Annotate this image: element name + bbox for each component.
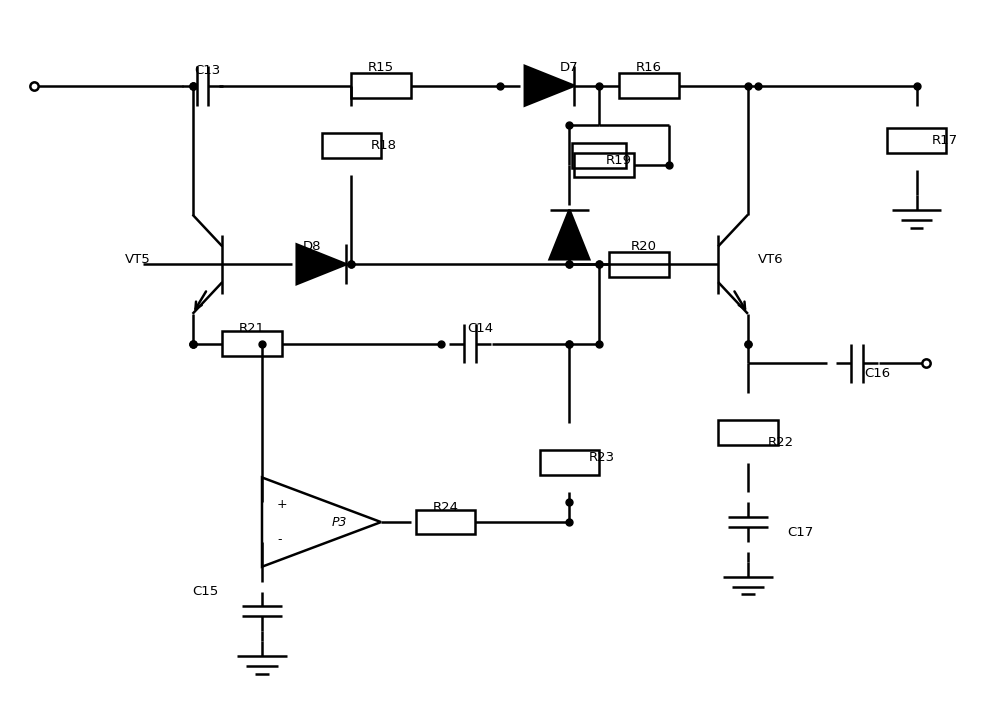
Bar: [887, 128, 946, 153]
Text: C16: C16: [864, 367, 890, 380]
Text: C14: C14: [467, 322, 493, 335]
Text: C17: C17: [788, 525, 814, 539]
Text: -: -: [277, 534, 281, 547]
Text: +: +: [277, 498, 288, 510]
Bar: [574, 153, 634, 177]
Text: R19: R19: [606, 153, 632, 167]
Polygon shape: [525, 66, 574, 105]
Text: R24: R24: [432, 501, 458, 514]
Text: R18: R18: [371, 139, 397, 152]
Bar: [416, 510, 475, 534]
Bar: [540, 450, 599, 475]
Bar: [222, 331, 282, 356]
Text: R16: R16: [636, 62, 662, 74]
Bar: [572, 143, 626, 168]
Text: VT5: VT5: [125, 253, 151, 266]
Text: R20: R20: [631, 240, 657, 253]
Text: D7: D7: [560, 62, 579, 74]
Bar: [609, 252, 669, 276]
Text: C13: C13: [194, 64, 221, 77]
Text: VT6: VT6: [758, 253, 783, 266]
Polygon shape: [550, 210, 589, 259]
Bar: [619, 74, 678, 98]
Polygon shape: [297, 245, 346, 284]
Text: R23: R23: [589, 451, 615, 464]
Bar: [322, 133, 381, 158]
Text: R21: R21: [239, 322, 265, 335]
Text: C15: C15: [193, 585, 219, 598]
Text: R17: R17: [931, 134, 958, 147]
Bar: [351, 74, 411, 98]
Text: R22: R22: [768, 436, 794, 449]
Text: R15: R15: [368, 62, 394, 74]
Bar: [718, 421, 778, 445]
Text: P3: P3: [331, 515, 347, 529]
Text: D8: D8: [302, 240, 321, 253]
